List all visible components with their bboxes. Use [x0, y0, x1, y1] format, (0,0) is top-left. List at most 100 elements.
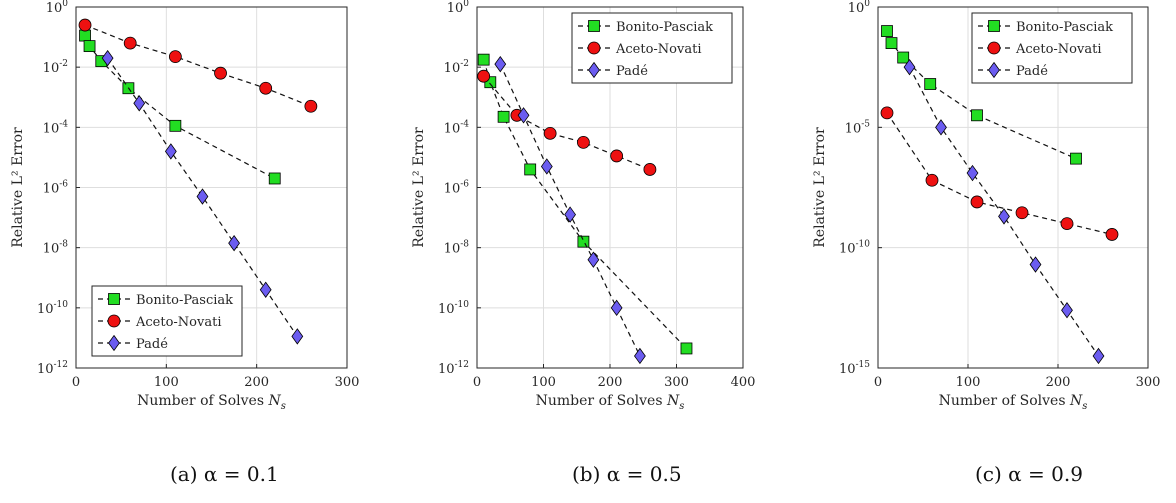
data-point: [564, 206, 576, 223]
legend-label: Bonito-Pasciak: [136, 293, 233, 308]
data-point: [1060, 217, 1074, 231]
data-point: [881, 25, 893, 37]
x-tick-label: 200: [598, 375, 623, 390]
legend-label: Aceto-Novati: [135, 315, 221, 330]
legend-marker: [588, 20, 600, 32]
data-point: [78, 18, 92, 32]
x-tick-label: 200: [244, 375, 269, 390]
legend-marker: [988, 20, 1000, 32]
data-point: [540, 158, 553, 175]
y-tick-label: 10-8: [444, 240, 470, 257]
data-point: [517, 107, 530, 124]
y-tick-label: 100: [46, 0, 69, 16]
series-aceto-novati: [880, 106, 1119, 241]
x-tick-label: 100: [154, 375, 179, 390]
legend-label: Padé: [616, 64, 648, 79]
y-axis-label: Relative L² Error: [411, 127, 427, 248]
chart-panel-0: 0 100 200 300 10-12 10-10 10-8 10-6 10-4 10-2 100 N…: [10, 0, 359, 412]
x-tick-label: 100: [956, 375, 981, 390]
y-tick-label: 10-2: [43, 59, 68, 76]
legend-label: Aceto-Novati: [615, 42, 701, 57]
data-point: [1029, 256, 1042, 273]
data-point: [214, 66, 227, 80]
data-point: [998, 208, 1010, 225]
legend-label: Padé: [136, 337, 168, 352]
y-tick-label: 10-12: [438, 360, 469, 377]
data-point: [164, 143, 177, 160]
y-tick-label: 10-6: [444, 180, 470, 197]
series-pad-: [101, 49, 304, 345]
series-line: [483, 59, 687, 349]
data-point: [577, 135, 590, 149]
data-point: [897, 51, 910, 64]
data-point: [133, 95, 146, 112]
caption-b: (b) α = 0.5: [572, 462, 682, 486]
x-tick-label: 0: [473, 375, 481, 390]
data-point: [1061, 302, 1073, 319]
data-point: [1105, 228, 1119, 241]
x-axis-label: Number of Solves Ns: [536, 393, 685, 412]
data-point: [935, 119, 947, 136]
data-point: [228, 234, 240, 252]
legend-label: Bonito-Pasciak: [1016, 20, 1113, 35]
y-tick-label: 10-8: [43, 240, 69, 257]
x-tick-label: 200: [1046, 375, 1071, 390]
axes-box: [877, 6, 1149, 369]
legend-marker: [108, 293, 120, 305]
data-point: [83, 40, 96, 53]
data-point: [1092, 347, 1105, 365]
series-line: [886, 112, 1113, 236]
data-point: [101, 49, 114, 67]
data-point: [494, 55, 507, 73]
caption-c: (c) α = 0.9: [975, 462, 1083, 486]
data-point: [259, 281, 272, 298]
data-point: [1070, 152, 1082, 165]
y-tick-label: 10-4: [444, 119, 470, 136]
x-tick-label: 100: [531, 375, 556, 390]
chart-panel-2: 0 100 200 300 10-15 10-10 10-5 100 Number of Sol…: [812, 0, 1160, 412]
data-point: [966, 164, 979, 182]
y-tick-label: 100: [848, 0, 871, 16]
y-tick-label: 10-5: [845, 119, 871, 136]
data-point: [79, 29, 91, 42]
data-point: [610, 149, 624, 163]
y-tick-label: 10-4: [43, 119, 69, 136]
data-point: [497, 110, 510, 123]
legend-marker: [588, 61, 600, 79]
data-point: [903, 58, 916, 76]
data-point: [268, 172, 281, 185]
series-line: [483, 75, 651, 171]
y-axis-label: Relative L² Error: [812, 127, 828, 248]
y-tick-label: 10-10: [37, 300, 68, 317]
x-axis-label: Number of Solves Ns: [939, 393, 1088, 412]
data-point: [168, 50, 182, 64]
series-pad-: [494, 55, 646, 365]
data-point: [587, 251, 600, 268]
data-point: [259, 81, 273, 95]
series-aceto-novati: [477, 69, 657, 176]
data-point: [291, 328, 304, 345]
x-tick-label: 0: [72, 375, 80, 390]
y-tick-label: 10-12: [37, 360, 68, 377]
data-point: [610, 299, 623, 317]
data-point: [924, 78, 937, 90]
x-tick-label: 300: [664, 375, 689, 390]
x-tick-label: 400: [731, 375, 756, 390]
x-tick-label: 0: [874, 375, 882, 390]
data-point: [169, 119, 182, 132]
legend-marker: [108, 334, 120, 352]
legend-label: Padé: [1016, 64, 1048, 79]
x-tick-label: 300: [1136, 375, 1161, 390]
legend-marker: [987, 41, 1001, 55]
y-tick-label: 100: [447, 0, 470, 16]
legend-marker: [587, 41, 601, 55]
legend-label: Bonito-Pasciak: [616, 20, 713, 35]
series-bonito-pasciak: [881, 25, 1082, 165]
data-point: [971, 109, 983, 122]
legend-label: Aceto-Novati: [1015, 42, 1101, 57]
legend-marker: [988, 61, 1000, 79]
data-point: [196, 188, 209, 205]
y-tick-label: 10-15: [839, 360, 870, 377]
data-point: [524, 163, 537, 176]
